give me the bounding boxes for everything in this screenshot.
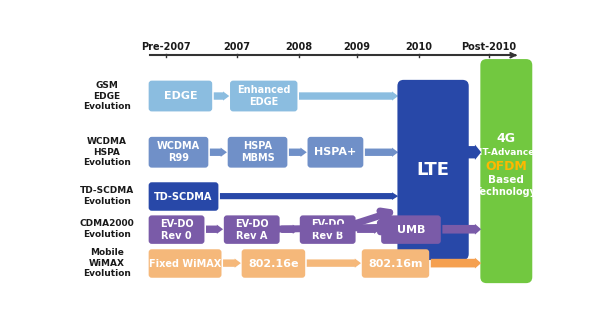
Text: 2009: 2009 xyxy=(343,42,371,52)
Text: TD-SCDMA
Evolution: TD-SCDMA Evolution xyxy=(80,186,134,206)
Text: OFDM: OFDM xyxy=(485,160,527,173)
Polygon shape xyxy=(307,258,361,268)
Polygon shape xyxy=(281,225,299,234)
Polygon shape xyxy=(210,148,227,157)
Text: HSPA
MBMS: HSPA MBMS xyxy=(241,141,274,163)
Text: LTE: LTE xyxy=(416,161,450,179)
FancyBboxPatch shape xyxy=(242,249,305,278)
FancyBboxPatch shape xyxy=(308,137,364,168)
FancyBboxPatch shape xyxy=(381,215,441,244)
Text: 802.16e: 802.16e xyxy=(248,258,299,269)
Polygon shape xyxy=(220,192,398,200)
Text: 2010: 2010 xyxy=(406,42,432,52)
Text: 4G: 4G xyxy=(497,132,516,145)
Polygon shape xyxy=(214,92,229,101)
Text: Technology: Technology xyxy=(475,187,537,197)
Text: Enhanced
EDGE: Enhanced EDGE xyxy=(237,85,290,107)
Text: Fixed WiMAX: Fixed WiMAX xyxy=(149,258,221,269)
Text: EDGE: EDGE xyxy=(163,91,197,101)
FancyBboxPatch shape xyxy=(148,137,208,168)
Text: 802.16m: 802.16m xyxy=(368,258,423,269)
Text: Based: Based xyxy=(488,175,524,185)
Text: Mobile
WiMAX
Evolution: Mobile WiMAX Evolution xyxy=(83,248,131,278)
Text: CDMA2000
Evolution: CDMA2000 Evolution xyxy=(80,219,134,239)
Text: GSM
EDGE
Evolution: GSM EDGE Evolution xyxy=(83,81,131,111)
Polygon shape xyxy=(431,258,481,269)
Text: WCDMA
HSPA
Evolution: WCDMA HSPA Evolution xyxy=(83,137,131,167)
Polygon shape xyxy=(357,225,380,234)
Text: Post-2010: Post-2010 xyxy=(462,42,516,52)
FancyBboxPatch shape xyxy=(481,59,532,283)
FancyBboxPatch shape xyxy=(300,215,356,244)
Text: EV-DO
Rev 0: EV-DO Rev 0 xyxy=(160,219,194,241)
FancyBboxPatch shape xyxy=(148,249,222,278)
FancyBboxPatch shape xyxy=(148,81,212,111)
FancyBboxPatch shape xyxy=(148,182,219,211)
Polygon shape xyxy=(299,92,398,101)
Text: EV-DO
Rev B: EV-DO Rev B xyxy=(311,219,345,241)
Polygon shape xyxy=(443,224,481,235)
Text: IMT-Advanced: IMT-Advanced xyxy=(470,148,541,157)
Text: EV-DO
Rev A: EV-DO Rev A xyxy=(235,219,268,241)
Text: TD-SCDMA: TD-SCDMA xyxy=(154,191,213,202)
Text: 2008: 2008 xyxy=(286,42,312,52)
Polygon shape xyxy=(468,145,481,160)
FancyBboxPatch shape xyxy=(397,80,469,260)
Text: HSPA+: HSPA+ xyxy=(314,147,356,157)
Polygon shape xyxy=(289,148,307,157)
FancyBboxPatch shape xyxy=(224,215,280,244)
FancyBboxPatch shape xyxy=(230,81,298,111)
Polygon shape xyxy=(365,148,398,157)
Text: Pre-2007: Pre-2007 xyxy=(141,42,191,52)
Text: WCDMA
R99: WCDMA R99 xyxy=(157,141,200,163)
FancyBboxPatch shape xyxy=(148,215,204,244)
Text: UMB: UMB xyxy=(397,225,425,235)
FancyBboxPatch shape xyxy=(228,137,287,168)
Text: 2007: 2007 xyxy=(223,42,251,52)
Polygon shape xyxy=(223,258,241,268)
Polygon shape xyxy=(206,225,223,234)
FancyBboxPatch shape xyxy=(362,249,429,278)
